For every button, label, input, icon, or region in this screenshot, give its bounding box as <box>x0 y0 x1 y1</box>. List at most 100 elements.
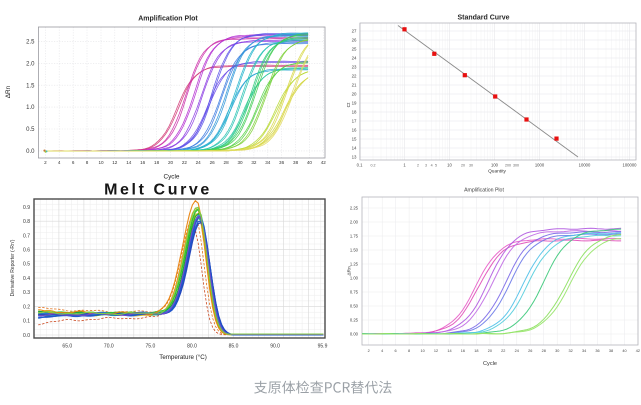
svg-text:14: 14 <box>447 349 451 353</box>
svg-text:23: 23 <box>352 65 357 70</box>
svg-text:Standard Curve: Standard Curve <box>457 15 509 22</box>
svg-text:2: 2 <box>368 349 370 353</box>
svg-text:1.50: 1.50 <box>350 248 359 253</box>
svg-text:4: 4 <box>431 164 433 168</box>
svg-text:0.0: 0.0 <box>26 149 35 155</box>
svg-text:32: 32 <box>568 349 572 353</box>
svg-text:90.0: 90.0 <box>270 344 280 350</box>
svg-text:Melt Curve: Melt Curve <box>104 182 212 199</box>
svg-text:2.5: 2.5 <box>26 40 35 46</box>
svg-text:22: 22 <box>501 349 505 353</box>
svg-text:0.6: 0.6 <box>23 248 30 254</box>
svg-text:26: 26 <box>528 349 532 353</box>
svg-text:38: 38 <box>609 349 613 353</box>
svg-text:70.0: 70.0 <box>104 344 114 350</box>
svg-text:24: 24 <box>352 56 357 61</box>
svg-text:38: 38 <box>293 160 299 165</box>
svg-text:Quantity: Quantity <box>488 169 506 175</box>
svg-text:30: 30 <box>555 349 559 353</box>
svg-text:19: 19 <box>352 101 357 106</box>
svg-text:Ct: Ct <box>346 102 352 107</box>
svg-text:12: 12 <box>434 349 438 353</box>
svg-text:1000: 1000 <box>535 163 545 168</box>
svg-text:0.1: 0.1 <box>23 319 30 325</box>
svg-text:12: 12 <box>112 160 118 165</box>
svg-text:16: 16 <box>140 160 146 165</box>
svg-text:2.25: 2.25 <box>350 206 359 211</box>
svg-text:8: 8 <box>86 160 89 165</box>
svg-text:0.75: 0.75 <box>350 290 359 295</box>
svg-text:14: 14 <box>352 146 357 151</box>
svg-text:0.2: 0.2 <box>371 164 376 168</box>
svg-text:17: 17 <box>352 119 357 124</box>
svg-text:18: 18 <box>352 110 357 115</box>
svg-text:8: 8 <box>408 349 410 353</box>
svg-text:18: 18 <box>154 160 160 165</box>
svg-text:Amplification Plot: Amplification Plot <box>138 15 198 22</box>
svg-text:80.0: 80.0 <box>187 344 197 350</box>
svg-text:0.9: 0.9 <box>23 205 30 211</box>
svg-text:2.0: 2.0 <box>26 61 35 67</box>
svg-text:42: 42 <box>321 160 327 165</box>
svg-text:24: 24 <box>515 349 519 353</box>
svg-text:18: 18 <box>474 349 478 353</box>
svg-text:1: 1 <box>403 163 406 168</box>
svg-text:65.0: 65.0 <box>62 344 72 350</box>
svg-text:0.3: 0.3 <box>23 290 30 296</box>
svg-text:20: 20 <box>488 349 492 353</box>
svg-text:0.5: 0.5 <box>26 127 35 133</box>
svg-text:28: 28 <box>542 349 546 353</box>
svg-text:ΔRn: ΔRn <box>5 85 12 98</box>
svg-text:40: 40 <box>622 349 626 353</box>
svg-text:10000: 10000 <box>579 163 591 168</box>
svg-text:1.75: 1.75 <box>350 234 359 239</box>
svg-text:0.4: 0.4 <box>23 276 30 282</box>
svg-text:1.25: 1.25 <box>350 262 359 267</box>
svg-text:16: 16 <box>461 349 465 353</box>
svg-text:28: 28 <box>224 160 230 165</box>
svg-text:ΔRn: ΔRn <box>347 266 353 276</box>
svg-text:200: 200 <box>505 164 511 168</box>
svg-text:32: 32 <box>251 160 257 165</box>
svg-text:6: 6 <box>395 349 397 353</box>
svg-text:0.50: 0.50 <box>350 304 359 309</box>
svg-text:40: 40 <box>307 160 313 165</box>
svg-text:85.0: 85.0 <box>229 344 239 350</box>
svg-text:0.1: 0.1 <box>357 163 363 168</box>
svg-text:0.2: 0.2 <box>23 304 30 310</box>
svg-text:10: 10 <box>98 160 104 165</box>
svg-text:20: 20 <box>352 92 357 97</box>
svg-text:2: 2 <box>417 164 419 168</box>
svg-text:1.00: 1.00 <box>350 276 359 281</box>
svg-text:25: 25 <box>352 47 357 52</box>
svg-text:2.00: 2.00 <box>350 220 359 225</box>
svg-text:75.0: 75.0 <box>146 344 156 350</box>
svg-text:95.9: 95.9 <box>318 344 328 350</box>
svg-text:4: 4 <box>58 160 61 165</box>
svg-text:Cycle: Cycle <box>164 174 180 181</box>
svg-text:Derivative Reporter (-Rn'): Derivative Reporter (-Rn') <box>10 239 16 296</box>
svg-text:1.5: 1.5 <box>26 83 35 89</box>
svg-text:10: 10 <box>447 163 452 168</box>
svg-text:3: 3 <box>425 164 427 168</box>
svg-text:20: 20 <box>168 160 174 165</box>
svg-text:42: 42 <box>636 349 640 353</box>
svg-text:27: 27 <box>352 29 357 34</box>
svg-text:4: 4 <box>381 349 383 353</box>
svg-text:34: 34 <box>582 349 586 353</box>
svg-text:20: 20 <box>461 164 465 168</box>
svg-text:0.5: 0.5 <box>23 262 30 268</box>
svg-text:Amplification Plot: Amplification Plot <box>464 188 504 194</box>
svg-text:36: 36 <box>595 349 599 353</box>
svg-text:10: 10 <box>420 349 424 353</box>
svg-text:24: 24 <box>196 160 202 165</box>
svg-text:21: 21 <box>352 83 357 88</box>
svg-text:5: 5 <box>435 164 437 168</box>
svg-text:Temperature (°C): Temperature (°C) <box>159 354 207 361</box>
svg-text:0.25: 0.25 <box>350 318 359 323</box>
svg-text:6: 6 <box>72 160 75 165</box>
svg-text:16: 16 <box>352 128 357 133</box>
svg-text:1.0: 1.0 <box>26 105 35 111</box>
svg-text:26: 26 <box>352 38 357 43</box>
svg-text:14: 14 <box>126 160 132 165</box>
